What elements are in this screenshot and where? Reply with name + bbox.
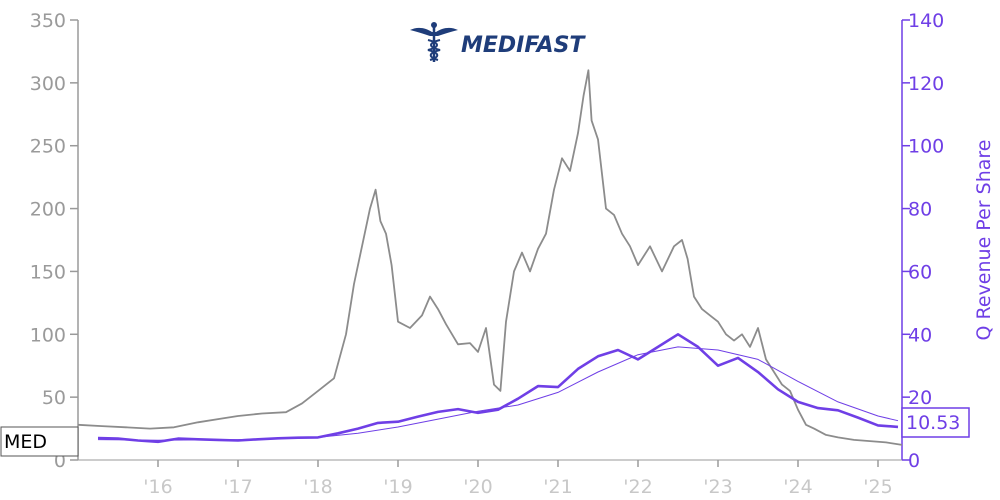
left-tick-label: 50 <box>42 387 66 409</box>
x-tick-label: '22 <box>623 476 652 498</box>
right-tick-label: 140 <box>908 10 944 32</box>
right-tick-label: 40 <box>908 324 932 346</box>
x-tick-label: '16 <box>143 476 172 498</box>
right-tick-label: 0 <box>908 450 920 472</box>
right-tick-label: 120 <box>908 73 944 95</box>
x-tick-label: '20 <box>463 476 492 498</box>
caduceus-icon <box>410 22 458 62</box>
left-tick-label: 300 <box>30 73 66 95</box>
left-tick-label: 200 <box>30 199 66 221</box>
revenue-per-share-line <box>97 332 899 444</box>
logo: MEDIFAST <box>410 22 586 62</box>
x-tick-label: '18 <box>303 476 332 498</box>
revenue-trend-line <box>97 346 899 441</box>
logo-text: MEDIFAST <box>461 33 586 58</box>
x-tick-label: '24 <box>783 476 812 498</box>
ticker-box-border <box>0 426 79 457</box>
left-tick-label: 150 <box>30 261 66 283</box>
right-axis-label: Q Revenue Per Share <box>973 140 995 341</box>
left-tick-label: 100 <box>30 324 66 346</box>
x-tick-label: '17 <box>223 476 252 498</box>
ticker-label: MED <box>4 431 47 453</box>
price-line <box>77 69 903 446</box>
last-value-label: 10.53 <box>906 412 960 434</box>
last-value-border <box>901 407 970 438</box>
series-group <box>77 69 903 446</box>
right-tick-label: 20 <box>908 387 932 409</box>
right-tick-label: 80 <box>908 199 932 221</box>
x-tick-label: '23 <box>703 476 732 498</box>
last-value-box: 10.53 <box>901 407 970 438</box>
right-tick-label: 100 <box>908 136 944 158</box>
x-tick-label: '21 <box>543 476 572 498</box>
left-tick-label: 350 <box>30 10 66 32</box>
ticker-box: MED <box>0 426 79 457</box>
x-tick-label: '25 <box>863 476 892 498</box>
right-tick-label: 60 <box>908 261 932 283</box>
labels: Q Revenue Per Share MED 10.53 <box>0 140 995 457</box>
axes: 050100150200250300350020406080100120140'… <box>30 10 945 498</box>
left-tick-label: 250 <box>30 136 66 158</box>
x-tick-label: '19 <box>383 476 412 498</box>
